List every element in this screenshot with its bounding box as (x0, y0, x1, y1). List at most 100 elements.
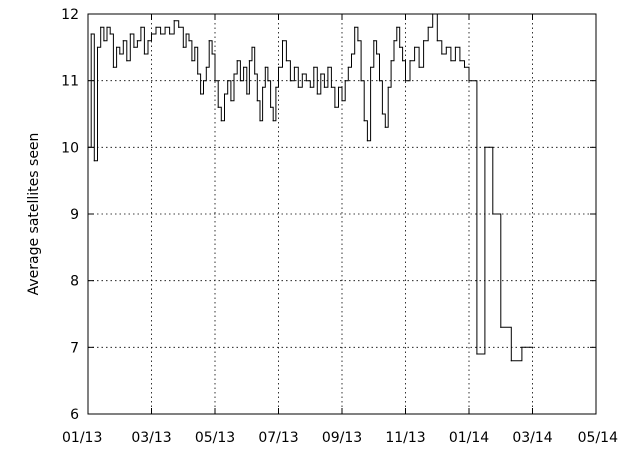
x-tick-label: 03/14 (512, 430, 552, 446)
data-point (109, 33, 111, 35)
data-point (129, 33, 131, 35)
data-point (248, 60, 250, 62)
data-point (106, 26, 108, 28)
data-point (103, 40, 105, 42)
data-point (309, 86, 311, 88)
data-point (197, 73, 199, 75)
data-point (275, 86, 277, 88)
data-point (281, 40, 284, 42)
data-point (492, 213, 494, 215)
data-point (381, 113, 383, 115)
y-tick-label: 6 (70, 407, 79, 423)
y-tick-label: 8 (70, 274, 79, 290)
data-point (143, 53, 145, 55)
data-point (236, 60, 238, 62)
data-point (185, 33, 187, 35)
data-point (214, 80, 216, 82)
x-tick-label: 11/13 (385, 430, 425, 446)
data-point (93, 160, 95, 162)
data-point (243, 66, 245, 68)
data-point (334, 106, 336, 108)
data-point (211, 53, 213, 55)
data-point (200, 93, 202, 95)
data-point (510, 360, 512, 362)
data-point (136, 40, 138, 42)
data-point (450, 60, 452, 62)
data-point (227, 80, 229, 82)
data-point (387, 86, 389, 88)
data-point (208, 40, 210, 42)
data-point (500, 326, 502, 328)
data-point (418, 66, 420, 68)
data-point (423, 40, 425, 42)
data-point (409, 60, 411, 62)
data-point (256, 100, 258, 102)
data-point (297, 86, 299, 88)
data-point (285, 60, 287, 62)
data-point (264, 66, 266, 68)
data-point (119, 53, 121, 55)
data-point (126, 60, 128, 62)
y-tick-label: 9 (70, 207, 79, 223)
data-point (155, 26, 157, 28)
grid-lines (88, 14, 596, 414)
data-point (313, 66, 315, 68)
data-point (404, 80, 407, 82)
data-point (191, 60, 193, 62)
data-point (133, 46, 135, 48)
data-point (96, 46, 99, 48)
data-point (194, 46, 196, 48)
data-point (366, 140, 368, 142)
data-point (182, 46, 184, 48)
data-point (390, 60, 392, 62)
data-point (169, 33, 171, 35)
data-point (393, 40, 395, 42)
data-point (347, 66, 349, 68)
data-point (376, 53, 378, 55)
data-point (289, 80, 291, 82)
x-tick-label: 07/13 (258, 430, 298, 446)
data-point (436, 40, 438, 42)
data-point (270, 106, 272, 108)
data-point (262, 86, 264, 88)
data-point (399, 46, 401, 48)
data-point (454, 46, 456, 48)
data-point (220, 120, 222, 122)
data-point (350, 53, 353, 55)
data-point (267, 80, 269, 82)
y-tick-label: 10 (61, 140, 79, 156)
y-tick-label: 11 (61, 74, 79, 90)
data-point (378, 80, 381, 82)
data-point (259, 120, 261, 122)
data-point (360, 80, 362, 82)
data-point (384, 126, 386, 128)
data-point (484, 146, 486, 148)
data-point (217, 106, 219, 108)
data-point (230, 100, 232, 102)
data-point (173, 20, 175, 22)
x-tick-label: 05/14 (578, 430, 618, 446)
data-point (468, 80, 470, 82)
data-point (373, 40, 375, 42)
data-point (354, 26, 356, 28)
data-point (427, 26, 429, 28)
data-point (320, 73, 322, 75)
data-point (147, 40, 149, 42)
data-point (239, 80, 241, 82)
y-tick-label: 12 (61, 7, 79, 23)
data-point (223, 93, 226, 95)
data-point (476, 353, 478, 355)
data-point (205, 66, 207, 68)
x-tick-label: 05/13 (195, 430, 235, 446)
data-point (441, 53, 443, 55)
data-point (459, 60, 461, 62)
data-point (100, 26, 102, 28)
x-tick-label: 01/14 (449, 430, 489, 446)
data-point (233, 73, 235, 75)
data-point (305, 80, 307, 82)
y-axis-label: Average satellites seen (26, 133, 42, 296)
tick-labels: 6 7 8 9 10 11 12 01/13 03/13 05/13 07/13 09/13 11/13… (61, 7, 618, 446)
data-point (330, 86, 332, 88)
data-point (337, 86, 340, 88)
